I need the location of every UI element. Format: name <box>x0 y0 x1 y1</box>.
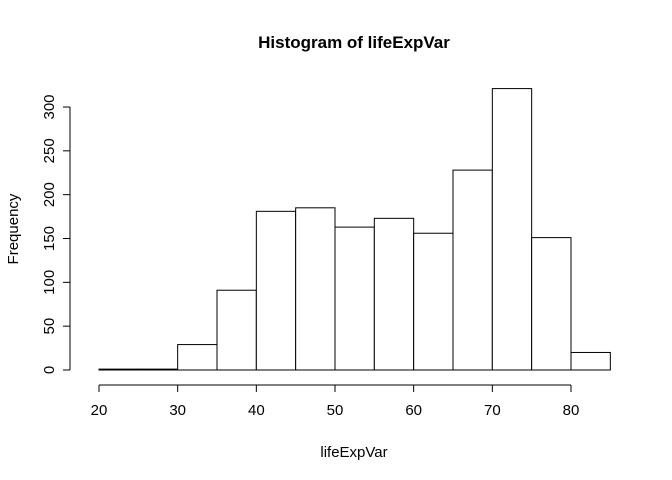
histogram-bar <box>334 226 375 371</box>
histogram-bar <box>98 368 139 371</box>
y-tick-label: 200 <box>41 182 58 207</box>
histogram-bar <box>531 237 572 371</box>
x-tick-label: 30 <box>169 402 186 419</box>
histogram-bar <box>177 344 218 371</box>
y-axis-label: Frequency <box>5 193 22 264</box>
y-tick-label: 100 <box>41 270 58 295</box>
x-tick-label: 60 <box>405 402 422 419</box>
histogram-bar <box>295 207 336 371</box>
y-tick-label: 50 <box>41 318 58 335</box>
x-axis: 20 30 40 50 60 70 80 <box>91 384 580 419</box>
y-axis: 0 50 100 150 200 250 300 <box>41 94 71 374</box>
y-tick-label: 0 <box>41 366 58 374</box>
x-tick-label: 40 <box>248 402 265 419</box>
histogram-bar <box>137 368 179 371</box>
histogram-bar <box>491 88 533 371</box>
y-tick-label: 300 <box>41 94 58 119</box>
histogram-bar <box>413 232 454 371</box>
histogram-bar <box>373 217 415 371</box>
histogram-bar <box>570 351 611 371</box>
chart-title: Histogram of lifeExpVar <box>258 33 450 52</box>
histogram-bar <box>255 210 297 371</box>
x-axis-label: lifeExpVar <box>320 444 387 461</box>
bars-group <box>98 88 611 371</box>
x-tick-label: 50 <box>327 402 344 419</box>
histogram-bar <box>216 289 257 371</box>
x-tick-label: 70 <box>484 402 501 419</box>
y-tick-label: 250 <box>41 138 58 163</box>
x-tick-label: 80 <box>563 402 580 419</box>
y-tick-label: 150 <box>41 226 58 251</box>
x-tick-label: 20 <box>91 402 108 419</box>
histogram-bar <box>452 169 493 371</box>
